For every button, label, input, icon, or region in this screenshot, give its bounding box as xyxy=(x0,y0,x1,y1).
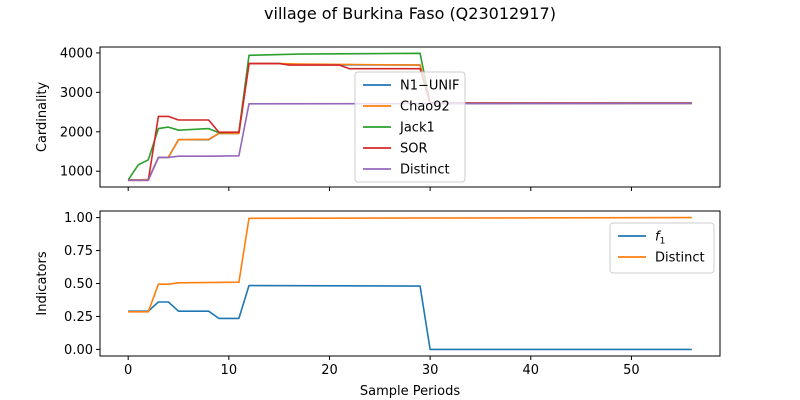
legend-entry-label: Chao92 xyxy=(400,100,450,115)
legend-entry-label: N1−UNIF xyxy=(400,79,459,94)
x-tick-label: 0 xyxy=(124,363,132,378)
x-tick-label: 50 xyxy=(623,363,640,378)
series-line-1-1 xyxy=(128,216,692,313)
legend-entry-label: Jack1 xyxy=(399,121,435,136)
x-tick-label: 40 xyxy=(523,363,540,378)
cardinality-panel: 1000 2000 3000 4000 Cardinality N1−UNIF Chao92… xyxy=(35,46,721,191)
y-tick-label: 3000 xyxy=(60,86,93,101)
legend-entry-label: SOR xyxy=(400,142,428,157)
x-tick-label: 20 xyxy=(321,363,338,378)
plot-frame xyxy=(99,46,721,188)
y-tick-label: 1000 xyxy=(60,165,93,180)
legend-box xyxy=(609,222,715,274)
legend: f1 Distinct xyxy=(609,222,715,274)
y-tick-label: 4000 xyxy=(60,46,93,61)
y-axis-label: Indicators xyxy=(35,251,50,315)
legend-box xyxy=(354,71,466,183)
x-axis-label: Sample Periods xyxy=(360,384,460,399)
y-tick-label: 0.25 xyxy=(64,310,93,325)
series-line-0-3 xyxy=(128,62,692,182)
series-line-0-2 xyxy=(127,52,692,181)
y-tick-label: 1.00 xyxy=(64,211,93,226)
indicators-panel: 0 10 20 30 40 50 0.00 0.25 0.50 0.75 1.00 Indicator… xyxy=(35,210,721,399)
y-tick-label: 0.75 xyxy=(64,244,93,259)
y-axis-label: Cardinality xyxy=(35,82,50,153)
legend-entry-label: Distinct xyxy=(400,163,450,178)
legend-entry-label: Distinct xyxy=(655,251,705,266)
legend-entry-label: f1 xyxy=(655,230,665,247)
legend: N1−UNIF Chao92 Jack1 SOR Distinct xyxy=(354,71,466,183)
series-line-0-4 xyxy=(128,102,692,182)
y-tick-label: 0.50 xyxy=(64,277,93,292)
x-tick-label: 10 xyxy=(221,363,238,378)
y-tick-label: 2000 xyxy=(60,125,93,140)
figure-title: village of Burkina Faso (Q23012917) xyxy=(264,4,556,23)
y-tick-label: 0.00 xyxy=(64,343,93,358)
series-line-1-0 xyxy=(128,284,692,351)
x-tick-label: 30 xyxy=(422,363,439,378)
